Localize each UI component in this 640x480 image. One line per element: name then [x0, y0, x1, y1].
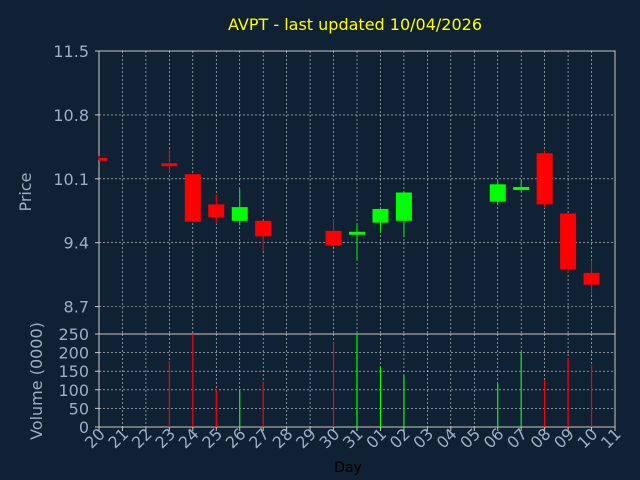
- candle-body: [231, 207, 248, 221]
- volume-tick-label: 150: [58, 362, 89, 381]
- price-tick-label: 11.5: [53, 42, 89, 61]
- candle-body: [536, 153, 553, 205]
- price-tick-label: 8.7: [64, 298, 89, 317]
- volume-tick-label: 100: [58, 381, 89, 400]
- volume-tick-label: 50: [69, 399, 89, 418]
- price-panel: 8.7 9.4 10.1 10.8 11.5: [53, 42, 616, 335]
- candle-body: [583, 272, 600, 285]
- candle-body: [395, 192, 412, 221]
- price-axis-label: Price: [16, 172, 35, 211]
- price-tick-label: 10.1: [53, 170, 89, 189]
- chart-title: AVPT - last updated 10/04/2026: [228, 15, 482, 34]
- day-axis-label: Day: [334, 460, 362, 476]
- volume-tick-label: 0: [79, 418, 89, 437]
- price-tick-label: 9.4: [64, 234, 89, 253]
- volume-tick-label: 200: [58, 344, 89, 363]
- candle-body: [560, 213, 577, 270]
- candle-body: [325, 230, 342, 246]
- candle-body: [513, 187, 530, 191]
- candle-body: [489, 184, 506, 202]
- x-tick-labels: 2021222324252627282930310102030405060708…: [81, 424, 625, 452]
- candle-body: [99, 157, 107, 161]
- candle-body: [372, 208, 389, 223]
- candle-body: [161, 163, 178, 167]
- candle-body: [184, 174, 201, 222]
- price-tick-label: 10.8: [53, 106, 89, 125]
- candle-body: [208, 204, 225, 218]
- candle-body: [255, 220, 272, 237]
- candle-body: [349, 231, 365, 235]
- volume-tick-label: 250: [58, 325, 89, 344]
- volume-axis-label: Volume (0000): [27, 322, 46, 440]
